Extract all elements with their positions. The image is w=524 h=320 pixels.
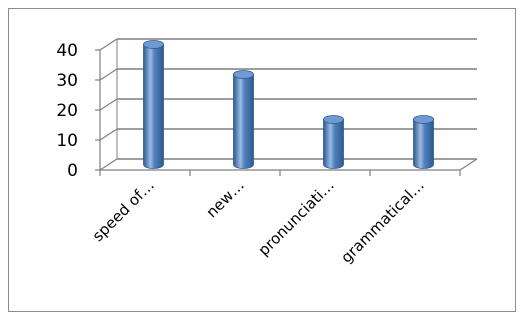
gridline-depth	[99, 98, 118, 111]
y-tick-label: 0	[67, 161, 78, 181]
gridline-depth	[99, 158, 118, 171]
gridline-depth	[99, 38, 118, 51]
x-category-label: new…	[203, 176, 248, 221]
y-tick-label: 30	[56, 71, 78, 91]
bar-top-0	[143, 40, 164, 49]
bar-top-2	[323, 115, 344, 124]
bar-1	[233, 74, 254, 169]
bar-top-1	[233, 70, 254, 79]
gridline-depth	[99, 128, 118, 141]
y-tick-label: 40	[56, 41, 78, 61]
bar-3	[413, 119, 434, 169]
x-category-label: speed of…	[89, 176, 158, 245]
x-category-label: grammatical…	[337, 176, 427, 266]
x-category-label: pronunciati…	[255, 176, 338, 259]
bar-0	[143, 44, 164, 169]
floor-right-edge	[459, 158, 478, 171]
bar-2	[323, 119, 344, 169]
bar-top-3	[413, 115, 434, 124]
y-tick-label: 20	[56, 101, 78, 121]
gridline-depth	[99, 68, 118, 81]
y-tick-label: 10	[56, 131, 78, 151]
